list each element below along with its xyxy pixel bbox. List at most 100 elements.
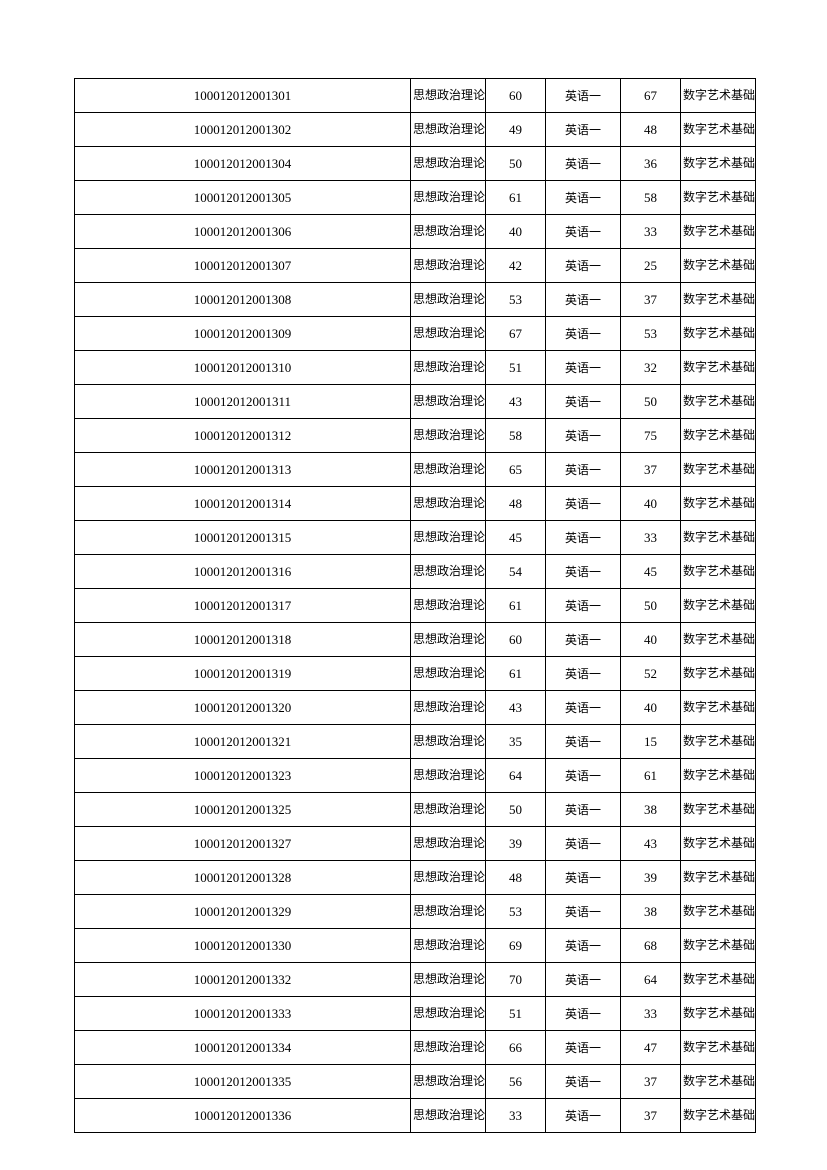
subject3-cell: 数字艺术基础 [681,419,756,453]
table-row: 100012012001312思想政治理论58英语一75数字艺术基础 [75,419,756,453]
subject3-cell: 数字艺术基础 [681,623,756,657]
score2-cell: 61 [621,759,681,793]
score2-cell: 67 [621,79,681,113]
score2-cell: 37 [621,453,681,487]
subject1-cell: 思想政治理论 [411,657,486,691]
subject2-cell: 英语一 [546,657,621,691]
score2-cell: 50 [621,589,681,623]
subject1-cell: 思想政治理论 [411,317,486,351]
score2-cell: 38 [621,895,681,929]
score1-cell: 70 [486,963,546,997]
subject1-cell: 思想政治理论 [411,487,486,521]
score1-cell: 60 [486,623,546,657]
score1-cell: 43 [486,691,546,725]
subject2-cell: 英语一 [546,487,621,521]
subject1-cell: 思想政治理论 [411,147,486,181]
score2-cell: 43 [621,827,681,861]
score2-cell: 37 [621,1099,681,1133]
subject2-cell: 英语一 [546,283,621,317]
subject1-cell: 思想政治理论 [411,895,486,929]
score1-cell: 54 [486,555,546,589]
table-row: 100012012001332思想政治理论70英语一64数字艺术基础 [75,963,756,997]
table-row: 100012012001301思想政治理论60英语一67数字艺术基础 [75,79,756,113]
subject1-cell: 思想政治理论 [411,963,486,997]
subject2-cell: 英语一 [546,113,621,147]
score2-cell: 15 [621,725,681,759]
subject2-cell: 英语一 [546,895,621,929]
score1-cell: 69 [486,929,546,963]
table-row: 100012012001323思想政治理论64英语一61数字艺术基础 [75,759,756,793]
table-row: 100012012001333思想政治理论51英语一33数字艺术基础 [75,997,756,1031]
subject1-cell: 思想政治理论 [411,1065,486,1099]
subject3-cell: 数字艺术基础 [681,1099,756,1133]
exam-id-cell: 100012012001304 [75,147,411,181]
table-row: 100012012001310思想政治理论51英语一32数字艺术基础 [75,351,756,385]
score2-cell: 33 [621,215,681,249]
subject3-cell: 数字艺术基础 [681,249,756,283]
table-row: 100012012001328思想政治理论48英语一39数字艺术基础 [75,861,756,895]
subject1-cell: 思想政治理论 [411,929,486,963]
score1-cell: 51 [486,351,546,385]
subject2-cell: 英语一 [546,453,621,487]
subject3-cell: 数字艺术基础 [681,657,756,691]
subject2-cell: 英语一 [546,725,621,759]
table-row: 100012012001327思想政治理论39英语一43数字艺术基础 [75,827,756,861]
table-row: 100012012001318思想政治理论60英语一40数字艺术基础 [75,623,756,657]
score2-cell: 75 [621,419,681,453]
table-row: 100012012001317思想政治理论61英语一50数字艺术基础 [75,589,756,623]
subject1-cell: 思想政治理论 [411,793,486,827]
table-row: 100012012001329思想政治理论53英语一38数字艺术基础 [75,895,756,929]
exam-id-cell: 100012012001327 [75,827,411,861]
subject3-cell: 数字艺术基础 [681,113,756,147]
table-row: 100012012001335思想政治理论56英语一37数字艺术基础 [75,1065,756,1099]
score2-cell: 36 [621,147,681,181]
score1-cell: 33 [486,1099,546,1133]
subject3-cell: 数字艺术基础 [681,589,756,623]
score1-cell: 48 [486,861,546,895]
exam-id-cell: 100012012001310 [75,351,411,385]
subject2-cell: 英语一 [546,929,621,963]
table-row: 100012012001313思想政治理论65英语一37数字艺术基础 [75,453,756,487]
subject1-cell: 思想政治理论 [411,827,486,861]
subject1-cell: 思想政治理论 [411,1031,486,1065]
score1-cell: 66 [486,1031,546,1065]
score2-cell: 25 [621,249,681,283]
subject2-cell: 英语一 [546,963,621,997]
score2-cell: 64 [621,963,681,997]
exam-id-cell: 100012012001302 [75,113,411,147]
table-row: 100012012001321思想政治理论35英语一15数字艺术基础 [75,725,756,759]
subject2-cell: 英语一 [546,1099,621,1133]
subject1-cell: 思想政治理论 [411,521,486,555]
subject1-cell: 思想政治理论 [411,181,486,215]
score1-cell: 49 [486,113,546,147]
score1-cell: 56 [486,1065,546,1099]
exam-id-cell: 100012012001333 [75,997,411,1031]
subject2-cell: 英语一 [546,521,621,555]
table-row: 100012012001305思想政治理论61英语一58数字艺术基础 [75,181,756,215]
score1-cell: 42 [486,249,546,283]
subject1-cell: 思想政治理论 [411,419,486,453]
table-row: 100012012001306思想政治理论40英语一33数字艺术基础 [75,215,756,249]
table-row: 100012012001334思想政治理论66英语一47数字艺术基础 [75,1031,756,1065]
subject3-cell: 数字艺术基础 [681,283,756,317]
table-row: 100012012001302思想政治理论49英语一48数字艺术基础 [75,113,756,147]
subject2-cell: 英语一 [546,691,621,725]
table-row: 100012012001314思想政治理论48英语一40数字艺术基础 [75,487,756,521]
table-row: 100012012001311思想政治理论43英语一50数字艺术基础 [75,385,756,419]
subject1-cell: 思想政治理论 [411,725,486,759]
score1-cell: 64 [486,759,546,793]
subject3-cell: 数字艺术基础 [681,453,756,487]
score2-cell: 33 [621,521,681,555]
subject3-cell: 数字艺术基础 [681,827,756,861]
score2-cell: 48 [621,113,681,147]
exam-id-cell: 100012012001306 [75,215,411,249]
subject3-cell: 数字艺术基础 [681,963,756,997]
score2-cell: 40 [621,487,681,521]
subject1-cell: 思想政治理论 [411,589,486,623]
exam-id-cell: 100012012001328 [75,861,411,895]
subject1-cell: 思想政治理论 [411,1099,486,1133]
subject3-cell: 数字艺术基础 [681,181,756,215]
score2-cell: 52 [621,657,681,691]
score2-cell: 37 [621,283,681,317]
subject2-cell: 英语一 [546,589,621,623]
